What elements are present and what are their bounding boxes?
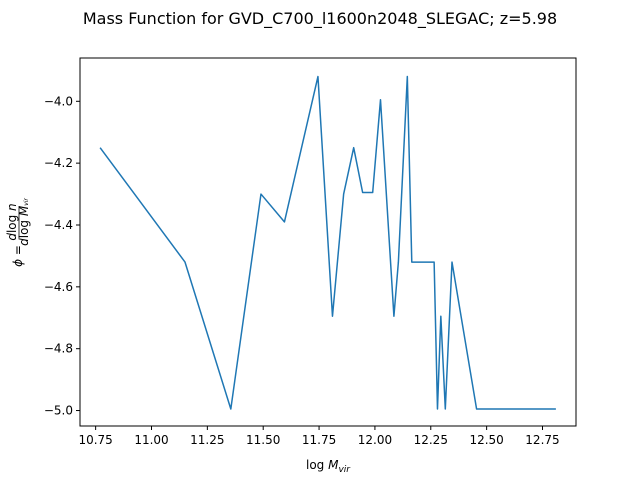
x-tick-label: 12.00 [358, 433, 392, 447]
x-tick-label: 10.75 [78, 433, 112, 447]
series-layer [99, 75, 556, 410]
y-tick-label: −4.2 [44, 156, 73, 170]
x-tick-label: 11.75 [302, 433, 336, 447]
y-axis-ticks: −4.0 −4.2 −4.4 −4.6 −4.8 −5.0 [44, 94, 80, 418]
svg-text:ϕ =: ϕ = [11, 245, 25, 267]
x-tick-label: 12.75 [525, 433, 559, 447]
x-tick-label: 11.25 [190, 433, 224, 447]
chart-title: Mass Function for GVD_C700_l1600n2048_SL… [83, 9, 557, 29]
x-axis-ticks: 10.75 11.00 11.25 11.50 11.75 12.00 12.25 12.50… [78, 426, 560, 447]
svg-text:dlog Mvir: dlog Mvir [17, 198, 31, 246]
x-tick-label: 12.50 [469, 433, 503, 447]
y-tick-label: −5.0 [44, 404, 73, 418]
plot-frame [79, 57, 577, 427]
y-axis-label: ϕ = dlog n dlog Mvir [5, 198, 31, 267]
x-tick-label: 12.25 [414, 433, 448, 447]
x-tick-label: 11.50 [246, 433, 280, 447]
x-tick-label: 11.00 [134, 433, 168, 447]
y-tick-label: −4.0 [44, 94, 73, 108]
y-tick-label: −4.6 [44, 280, 73, 294]
y-tick-label: −4.4 [44, 218, 73, 232]
y-tick-label: −4.8 [44, 342, 73, 356]
svg-text:dlog n: dlog n [5, 203, 19, 240]
